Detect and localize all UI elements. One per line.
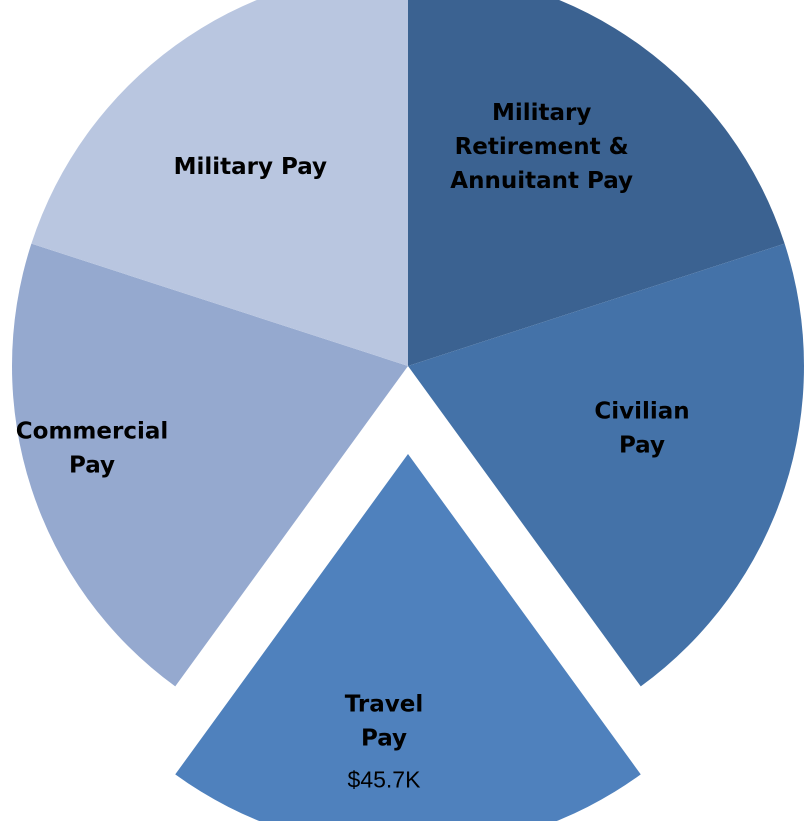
slice-label-line: Commercial — [16, 418, 168, 444]
pie-slice-commercial-pay — [11, 243, 408, 687]
slice-value-label: $45.7K — [348, 767, 422, 793]
slice-label-military-retirement-and-annuitant-pay: Military Retirement & Annuitant Pay — [450, 100, 633, 194]
slice-label-line: Civilian — [594, 398, 689, 424]
pie-slice-military-retirement-and-annuitant-pay — [408, 0, 785, 366]
slice-label-line: Military — [492, 100, 591, 126]
slice-label-line: Annuitant Pay — [450, 168, 633, 194]
slice-label-commercial-pay: Commercial Pay — [16, 418, 168, 478]
pie-labels: Military Retirement & Annuitant Pay Civilia… — [16, 100, 690, 793]
slice-label-line: Pay — [361, 726, 407, 752]
slice-label-line: Travel — [345, 692, 424, 718]
pie-slice-civilian-pay — [408, 243, 804, 687]
slice-label-line: Military Pay — [174, 154, 327, 180]
pie-slices — [11, 0, 804, 826]
pie-slice-travel-pay — [175, 454, 641, 826]
slice-label-line: Pay — [69, 452, 115, 478]
slice-label-military-pay: Military Pay — [174, 154, 327, 180]
slice-label-line: Pay — [619, 432, 665, 458]
slice-label-travel-pay: Travel Pay $45.7K — [345, 692, 424, 793]
slice-label-civilian-pay: Civilian Pay — [594, 398, 689, 458]
pie-slice-military-pay — [31, 0, 408, 366]
slice-label-line: Retirement & — [455, 134, 629, 160]
